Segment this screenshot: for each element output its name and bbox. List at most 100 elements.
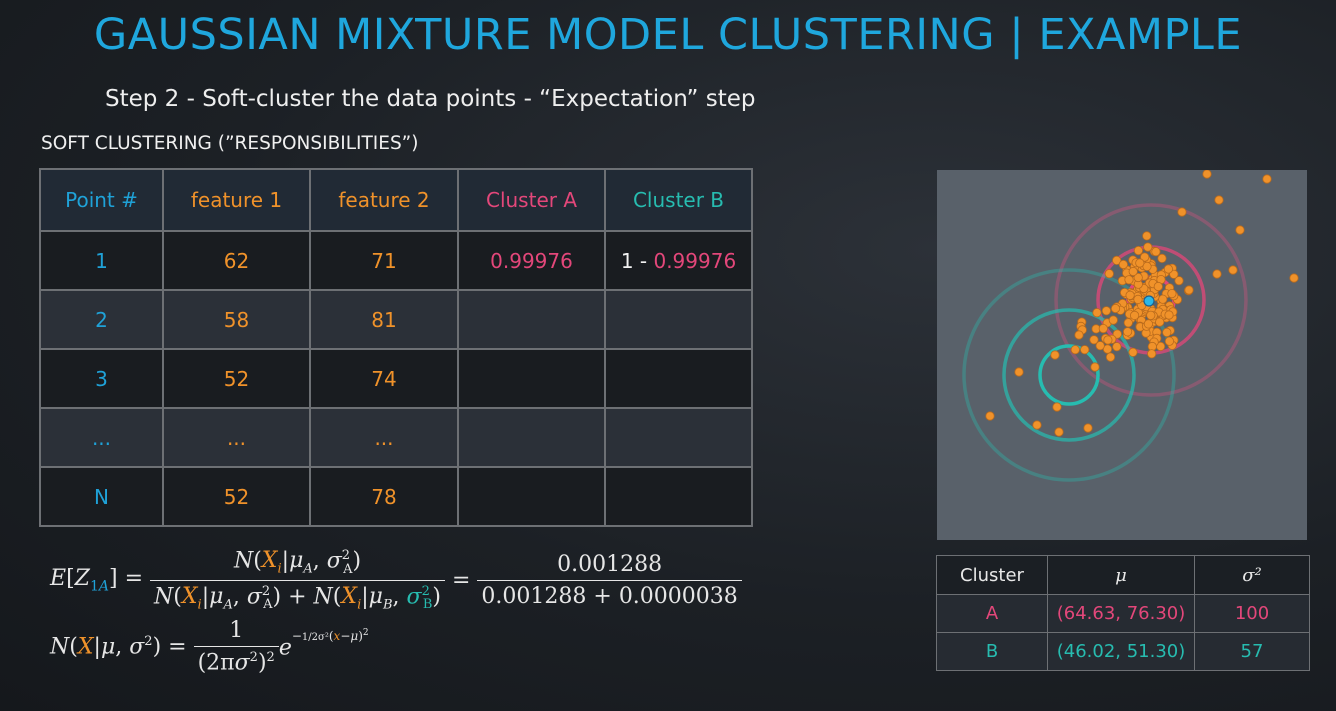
data-point <box>1214 195 1224 205</box>
param-cluster-name: B <box>936 632 1048 671</box>
data-point <box>1146 310 1156 320</box>
cell-cluster-a <box>457 407 606 468</box>
param-variance: 100 <box>1194 594 1310 633</box>
formula-value-denominator: 0.001288 + 0.0000038 <box>481 583 738 609</box>
data-point <box>1202 169 1212 179</box>
cell-point: 1 <box>39 230 164 291</box>
data-point <box>1014 367 1024 377</box>
cell-cluster-b: 1 - 0.99976 <box>604 230 753 291</box>
formula-block: E[Z1A] = N(Xi|μA, σ2A) N(Xi|μA, σ2A) + N… <box>50 548 742 676</box>
data-point <box>1104 269 1114 279</box>
cluster-b-contours <box>962 268 1176 482</box>
cluster-parameters-table: Cluster μ σ² A (64.63, 76.30) 100 B (46.… <box>936 555 1310 671</box>
cluster-b-inner-ring <box>1038 344 1100 406</box>
data-point <box>1095 341 1105 351</box>
data-point <box>1177 207 1187 217</box>
data-point <box>1098 324 1108 334</box>
table-row: ... ... ... <box>39 407 753 468</box>
data-point <box>1092 308 1102 318</box>
param-header-mu: μ <box>1047 555 1195 595</box>
formula-value-fraction: 0.001288 0.001288 + 0.0000038 <box>477 552 742 609</box>
data-point <box>1050 350 1060 360</box>
cell-feature-2: ... <box>309 407 459 468</box>
cell-feature-2: 74 <box>309 348 459 409</box>
data-point <box>1289 273 1299 283</box>
data-point <box>1112 329 1122 339</box>
data-point <box>1133 294 1143 304</box>
data-point <box>1089 335 1099 345</box>
data-point <box>1112 255 1122 266</box>
cell-point: 3 <box>39 348 164 409</box>
header-feature-2: feature 2 <box>309 168 459 232</box>
data-point <box>1235 225 1245 235</box>
gaussian-lhs: N(X|μ, σ2) = <box>50 634 194 660</box>
data-point <box>1123 318 1133 328</box>
table-row: 1 62 71 0.99976 1 - 0.99976 <box>39 230 753 291</box>
formula-denominator: N(Xi|μA, σ2A) + N(Xi|μB, σ2B) <box>154 583 441 613</box>
formula-lhs: E[Z1A] = <box>50 566 151 595</box>
cluster-b-value: 0.99976 <box>653 248 737 273</box>
data-point <box>1108 315 1118 325</box>
cluster-scatter-plot <box>937 169 1307 540</box>
responsibility-formula: E[Z1A] = N(Xi|μA, σ2A) N(Xi|μA, σ2A) + N… <box>50 548 742 612</box>
cell-point: N <box>39 466 164 527</box>
step-subtitle: Step 2 - Soft-cluster the data points - … <box>105 86 756 112</box>
cell-cluster-a <box>457 348 606 409</box>
cell-feature-2: 71 <box>309 230 459 291</box>
header-point: Point # <box>39 168 164 232</box>
cell-feature-1: 52 <box>162 466 311 527</box>
header-cluster-b: Cluster B <box>604 168 753 232</box>
data-point <box>1147 349 1157 359</box>
cell-cluster-b <box>604 289 753 350</box>
data-point <box>1164 310 1174 320</box>
gaussian-exponential: e−1/2σ²(x−μ)2 <box>278 627 369 661</box>
section-label: SOFT CLUSTERING (”RESPONSIBILITIES”) <box>41 133 419 154</box>
param-cluster-name: A <box>936 594 1048 633</box>
highlighted-point <box>1143 295 1155 307</box>
data-point <box>1083 423 1093 433</box>
data-point <box>1123 327 1133 337</box>
data-point <box>1124 275 1134 285</box>
data-point <box>1174 276 1184 286</box>
gaussian-numerator: 1 <box>193 618 279 648</box>
data-point <box>1130 310 1140 320</box>
data-point <box>1164 336 1174 346</box>
cluster-a-outer-ring <box>1054 203 1248 397</box>
data-point <box>1103 335 1113 345</box>
cell-cluster-a <box>457 466 606 527</box>
formula-numerator: N(Xi|μA, σ2A) <box>150 548 445 581</box>
cell-cluster-b <box>604 466 753 527</box>
data-point <box>1052 402 1062 412</box>
data-point <box>1105 352 1116 362</box>
data-point <box>1162 327 1172 337</box>
param-header-cluster: Cluster <box>936 555 1048 595</box>
param-row: B (46.02, 51.30) 57 <box>936 632 1310 671</box>
data-point <box>1110 303 1121 314</box>
cell-feature-2: 78 <box>309 466 459 527</box>
data-point <box>1143 319 1153 329</box>
plot-background <box>937 170 1307 540</box>
data-point <box>1167 289 1177 299</box>
data-point <box>1135 258 1145 268</box>
param-header-row: Cluster μ σ² <box>936 555 1310 595</box>
data-point <box>1184 285 1194 295</box>
cell-point: 2 <box>39 289 164 350</box>
cell-feature-1: 62 <box>162 230 311 291</box>
cell-feature-2: 81 <box>309 289 459 350</box>
cell-cluster-b <box>604 348 753 409</box>
cell-cluster-a: 0.99976 <box>457 230 606 291</box>
data-point <box>1163 264 1173 274</box>
data-point <box>1054 427 1064 437</box>
cell-cluster-b <box>604 407 753 468</box>
header-feature-1: feature 1 <box>162 168 311 232</box>
data-point <box>1142 231 1152 241</box>
data-point <box>1212 269 1222 279</box>
data-point <box>1133 272 1143 283</box>
cluster-b-outer-ring <box>962 268 1176 482</box>
cell-feature-1: 58 <box>162 289 311 350</box>
table-row: N 52 78 <box>39 466 753 527</box>
data-point <box>1128 347 1138 357</box>
table-row: 3 52 74 <box>39 348 753 409</box>
param-variance: 57 <box>1194 632 1310 671</box>
data-point <box>985 411 995 421</box>
